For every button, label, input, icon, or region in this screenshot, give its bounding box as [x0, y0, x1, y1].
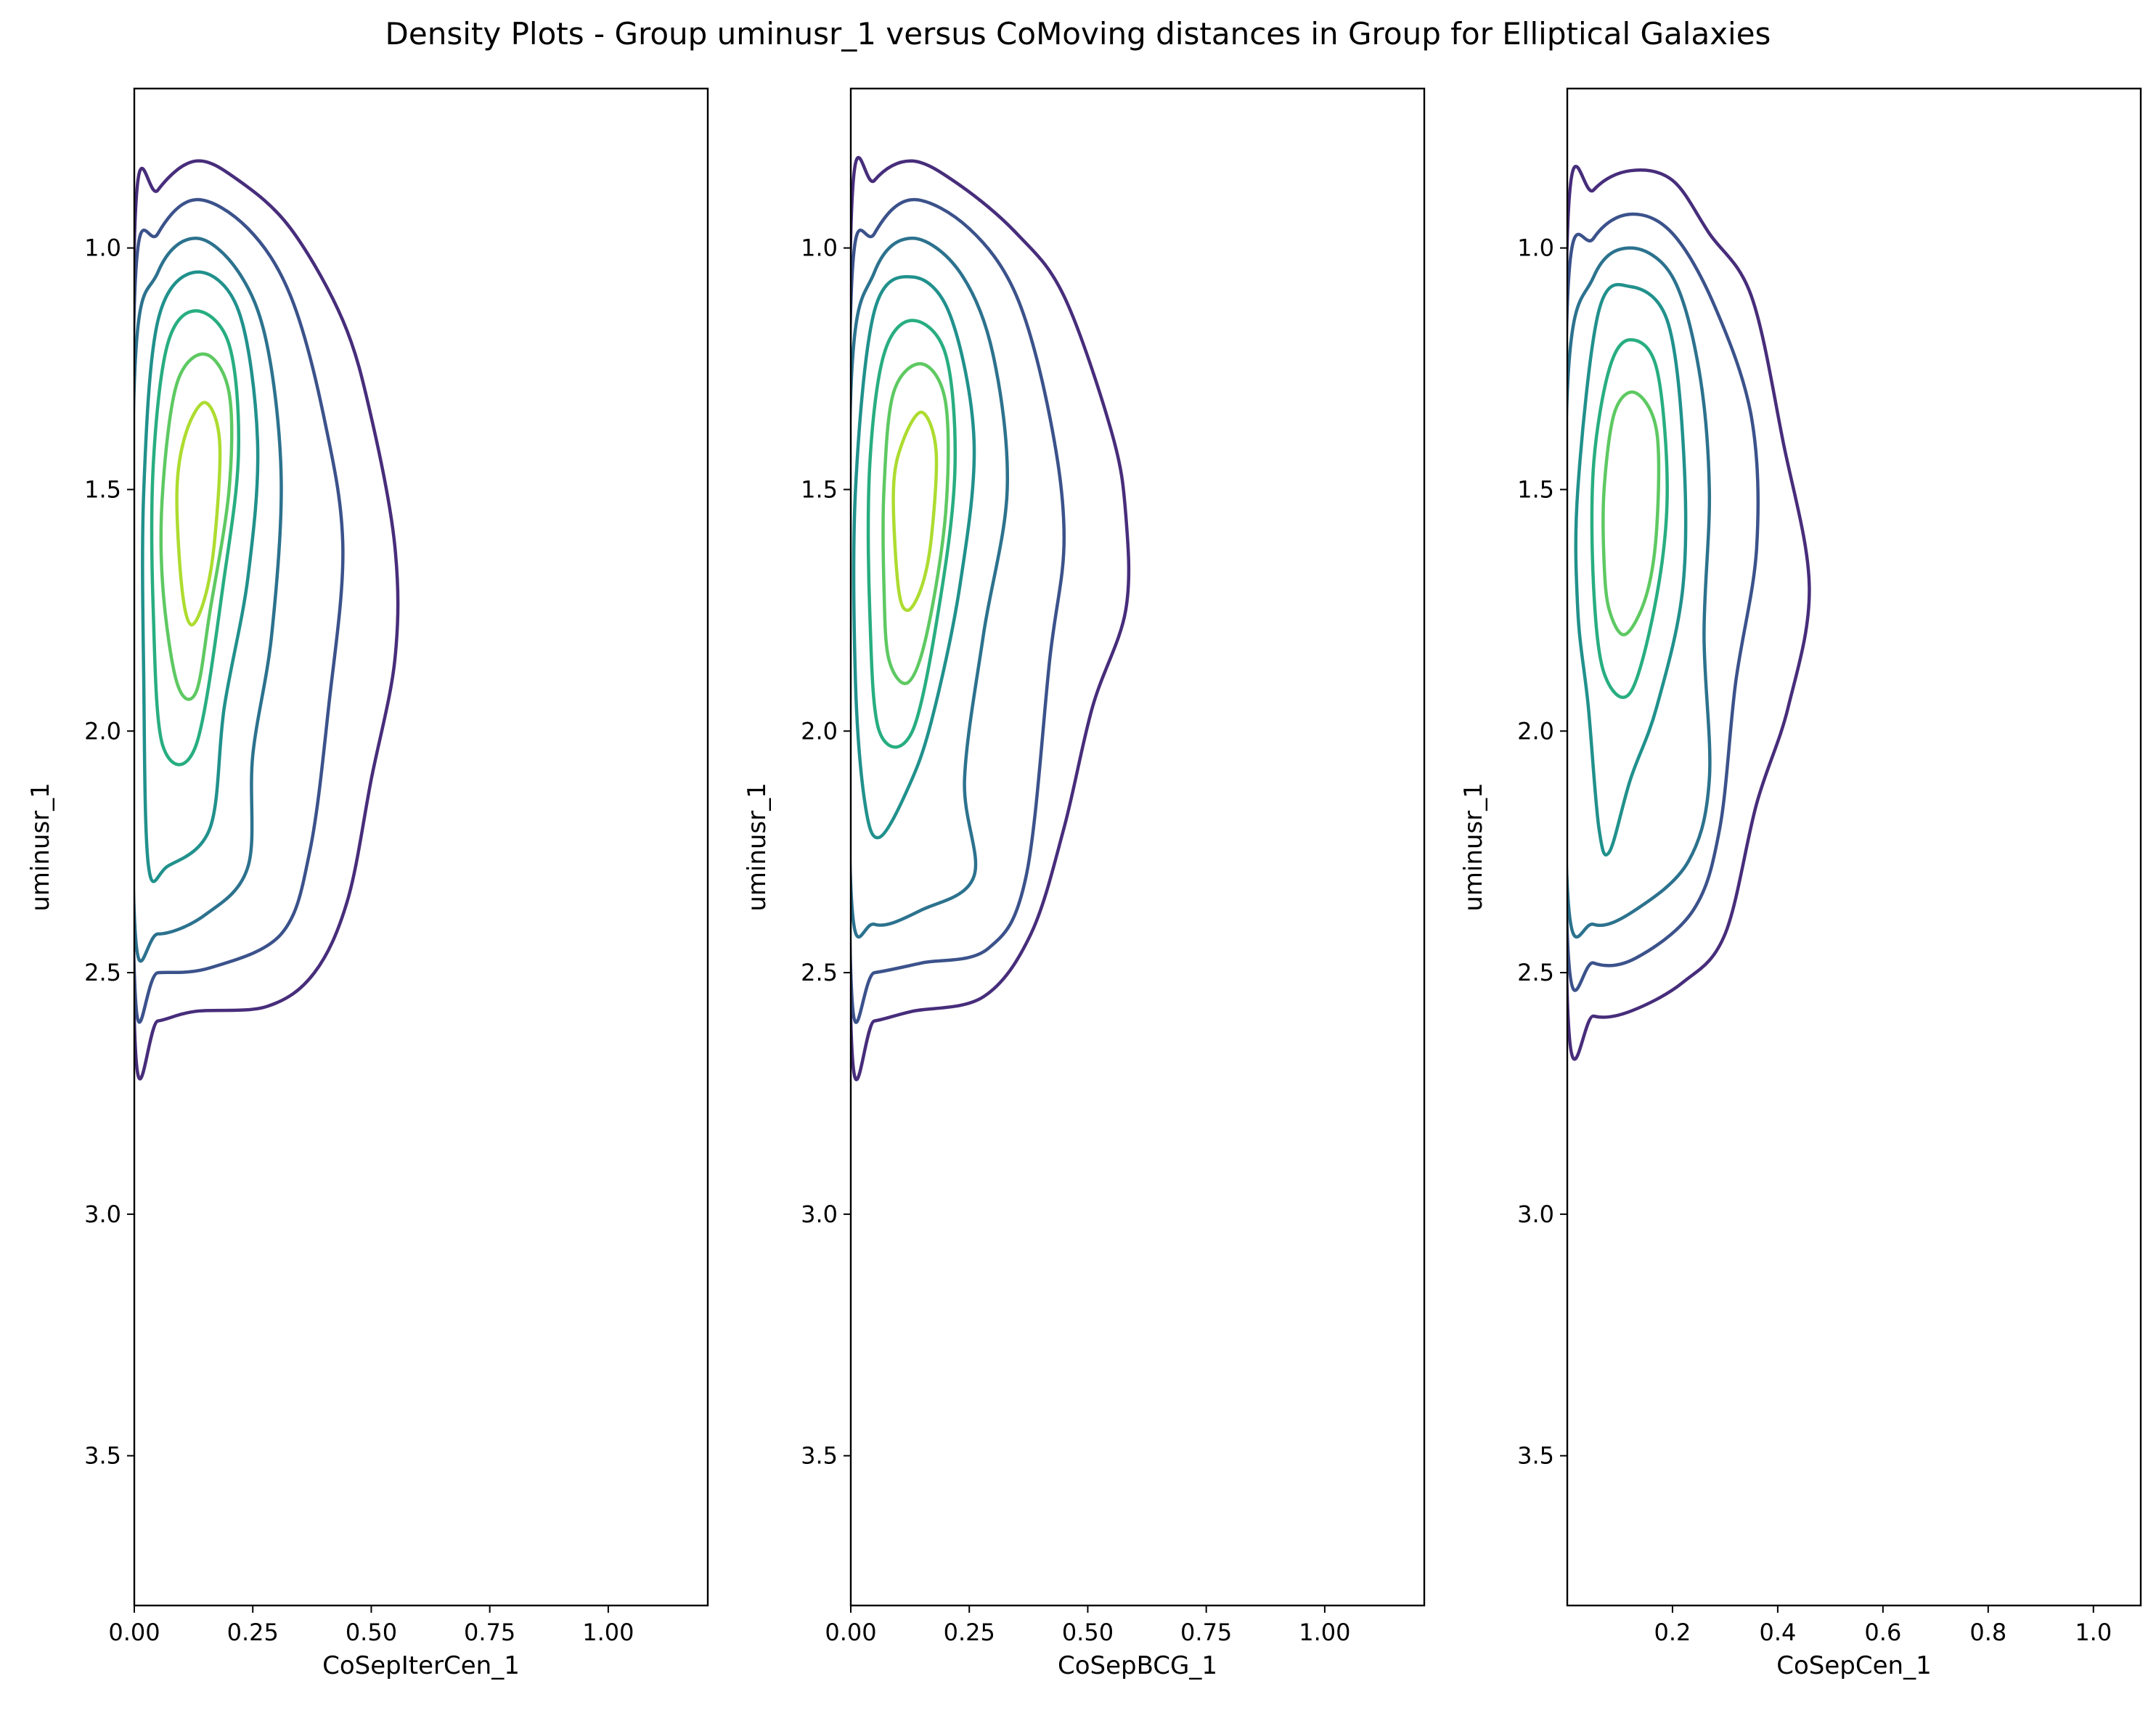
y-tick-label: 2.5 [84, 959, 121, 986]
density-contour-level-3 [1567, 246, 1712, 939]
contour-group [851, 155, 1131, 1081]
density-contour-level-7 [175, 401, 222, 627]
x-tick-label: 1.00 [582, 1619, 634, 1646]
axes-frame [133, 87, 709, 1607]
y-tick-label: 1.5 [1517, 475, 1554, 503]
subplot-cosepcen: 0.2 0.4 0.6 0.8 1.0 1.0 1.5 2.0 2.5 3.0 3.5 CoSepCe… [1459, 87, 2142, 1680]
y-tick-label: 2.5 [801, 959, 838, 986]
y-tick-label: 1.0 [801, 234, 838, 262]
x-tick-label: 0.8 [1969, 1619, 2006, 1646]
x-tick-label: 0.4 [1759, 1619, 1796, 1646]
density-contour-level-2 [134, 197, 345, 1024]
y-tick-label: 3.0 [801, 1200, 838, 1228]
x-tick-label: 0.00 [825, 1619, 876, 1646]
x-tick-label: 0.25 [227, 1619, 279, 1646]
x-tick-label: 0.75 [464, 1619, 515, 1646]
y-tick-label: 2.0 [801, 717, 838, 745]
density-contour-level-6 [881, 361, 950, 685]
x-axis-label: CoSepCen_1 [1776, 1651, 1931, 1680]
axes-frame [849, 87, 1426, 1607]
figure-title: Density Plots - Group uminusr_1 versus C… [385, 16, 1771, 52]
x-tick-label: 0.75 [1180, 1619, 1232, 1646]
x-axis-label: CoSepIterCen_1 [322, 1651, 520, 1680]
density-contour-level-2 [1567, 212, 1760, 992]
density-contour-level-4 [852, 275, 976, 840]
y-tick-label: 1.0 [84, 234, 121, 262]
y-tick-label: 1.0 [1517, 234, 1554, 262]
y-axis-label: uminusr_1 [26, 782, 55, 912]
subplot-cosepitercen: 0.00 0.25 0.50 0.75 1.00 1.0 1.5 2.0 2.5 3.0 3.5 Co… [26, 87, 709, 1680]
density-contour-level-5 [866, 319, 957, 749]
subplot-cosepbcg: 0.00 0.25 0.50 0.75 1.00 1.0 1.5 2.0 2.5 3.0 3.5 Co… [743, 87, 1426, 1680]
y-axis-label: uminusr_1 [1459, 782, 1488, 912]
y-axis-label: uminusr_1 [743, 782, 772, 912]
density-contour-level-1 [134, 159, 400, 1081]
x-tick-label: 0.6 [1864, 1619, 1901, 1646]
density-contour-level-7 [891, 410, 939, 613]
y-tick-label: 3.5 [801, 1442, 838, 1470]
x-tick-label: 0.50 [346, 1619, 397, 1646]
density-contour-level-6 [1601, 390, 1661, 637]
y-tick-label: 1.5 [801, 475, 838, 503]
y-tick-label: 2.0 [84, 717, 121, 745]
y-tick-label: 1.5 [84, 475, 121, 503]
x-tick-label: 0.00 [108, 1619, 160, 1646]
density-contour-level-4 [1574, 283, 1688, 857]
x-tick-label: 0.2 [1654, 1619, 1691, 1646]
x-axis-label: CoSepBCG_1 [1058, 1651, 1217, 1680]
x-tick-label: 0.25 [944, 1619, 995, 1646]
y-tick-label: 2.0 [1517, 717, 1554, 745]
y-tick-label: 3.0 [1517, 1200, 1554, 1228]
x-tick-label: 0.50 [1062, 1619, 1114, 1646]
density-contour-level-5 [1590, 338, 1669, 699]
density-contour-level-6 [159, 352, 234, 701]
density-contour-level-1 [1567, 164, 1811, 1061]
density-contour-level-4 [141, 270, 260, 883]
x-tick-label: 1.00 [1299, 1619, 1350, 1646]
y-tick-label: 3.0 [84, 1200, 121, 1228]
y-tick-label: 2.5 [1517, 959, 1554, 986]
density-contour-level-5 [150, 308, 241, 766]
density-contour-level-1 [851, 155, 1131, 1081]
x-tick-label: 1.0 [2075, 1619, 2112, 1646]
axes-frame [1566, 87, 2142, 1607]
y-tick-label: 3.5 [84, 1442, 121, 1470]
contour-group [134, 159, 400, 1081]
y-tick-label: 3.5 [1517, 1442, 1554, 1470]
contour-group [1567, 164, 1811, 1061]
